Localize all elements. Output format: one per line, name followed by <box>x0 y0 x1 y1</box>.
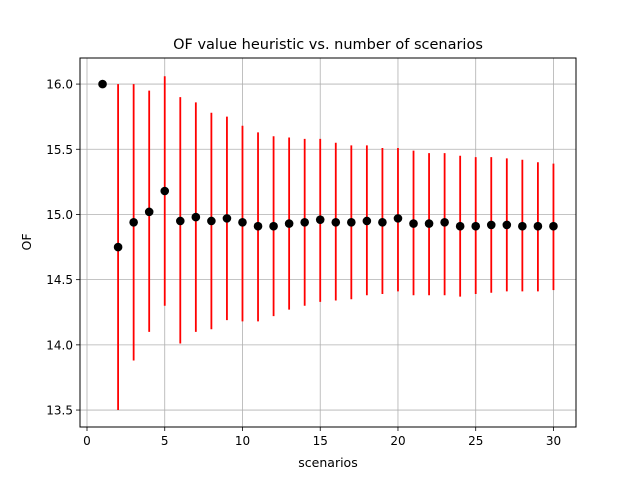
data-point <box>284 219 294 228</box>
x-tick-label: 15 <box>313 434 328 448</box>
data-point <box>253 221 263 231</box>
y-tick-label: 15.5 <box>46 143 73 157</box>
data-point <box>347 217 356 227</box>
data-point <box>144 207 154 217</box>
data-point <box>362 216 372 226</box>
data-point <box>129 217 138 227</box>
y-tick-label: 14.0 <box>46 338 73 352</box>
data-point <box>160 186 170 196</box>
y-tick-label: 15.0 <box>46 208 73 222</box>
data-point <box>113 242 123 252</box>
data-point <box>549 221 558 231</box>
data-point <box>502 220 512 230</box>
y-axis-label: OF <box>19 233 34 250</box>
data-points <box>98 79 558 252</box>
data-point <box>393 214 403 223</box>
x-tick-label: 20 <box>390 434 405 448</box>
x-axis-label: scenarios <box>298 455 357 470</box>
data-point <box>533 221 543 231</box>
x-tick-label: 10 <box>235 434 250 448</box>
x-ticks: 0 5 10 15 20 25 30 <box>83 427 561 448</box>
y-tick-label: 14.5 <box>46 273 73 287</box>
chart-title: OF value heuristic vs. number of scenari… <box>173 37 483 53</box>
data-point <box>331 217 341 227</box>
data-point <box>315 215 325 224</box>
data-point <box>440 217 449 227</box>
x-tick-label: 30 <box>546 434 561 448</box>
x-tick-label: 25 <box>468 434 483 448</box>
data-point <box>222 214 232 223</box>
data-point <box>207 216 216 226</box>
data-point <box>455 221 465 231</box>
data-point <box>191 212 201 222</box>
x-tick-label: 0 <box>83 434 91 448</box>
data-point <box>269 221 278 231</box>
data-point <box>98 79 107 89</box>
data-point <box>424 219 434 228</box>
data-point <box>518 221 527 231</box>
data-point <box>378 217 387 227</box>
data-point <box>486 220 496 230</box>
y-tick-label: 16.0 <box>46 78 73 92</box>
y-ticks: 13.5 14.0 14.5 15.0 15.5 16.0 <box>46 78 80 418</box>
x-tick-label: 5 <box>161 434 169 448</box>
data-point <box>175 216 185 226</box>
data-point <box>409 219 418 228</box>
data-point <box>471 221 481 231</box>
data-point <box>300 217 309 227</box>
y-tick-label: 13.5 <box>46 404 73 418</box>
data-point <box>238 217 247 227</box>
plot-frame <box>79 57 577 428</box>
